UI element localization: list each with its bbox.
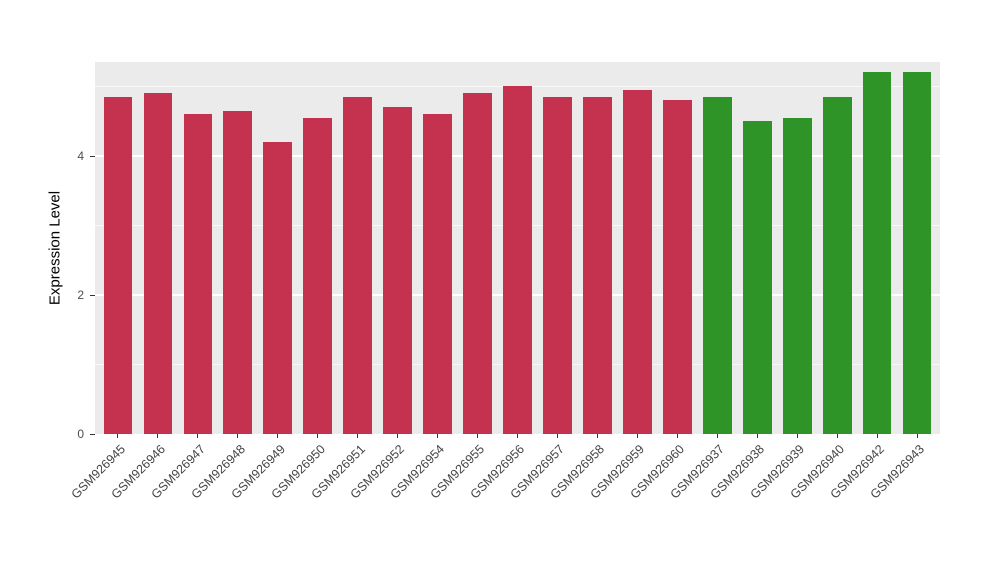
bar-GSM926946 <box>143 93 173 434</box>
bar-GSM926943 <box>902 72 932 434</box>
bar-GSM926948 <box>223 110 253 434</box>
bar-column <box>537 62 577 434</box>
bar-GSM926954 <box>423 114 452 434</box>
bars-container <box>95 62 940 434</box>
bar-column <box>178 62 218 434</box>
gridline-minor <box>95 85 940 87</box>
y-tick-mark <box>90 434 95 435</box>
x-tick-mark <box>556 434 558 438</box>
bar-GSM926957 <box>543 96 572 434</box>
bar-column <box>777 62 817 434</box>
bar-column <box>737 62 777 434</box>
bar-GSM926942 <box>862 72 892 434</box>
x-tick-mark <box>796 434 798 438</box>
x-tick-mark <box>317 434 319 438</box>
x-tick-mark <box>357 434 359 438</box>
bar-GSM926940 <box>822 96 852 434</box>
bar-column <box>577 62 617 434</box>
bar-column <box>98 62 138 434</box>
x-tick-mark <box>916 434 918 438</box>
y-tick-label: 4 <box>77 148 84 163</box>
x-tick-mark <box>716 434 718 438</box>
y-tick-label: 0 <box>77 427 84 441</box>
bar-GSM926938 <box>742 121 772 434</box>
y-tick-label: 2 <box>77 287 84 302</box>
x-tick-mark <box>437 434 439 438</box>
bar-column <box>617 62 657 434</box>
plot-panel <box>95 62 940 434</box>
x-tick-mark <box>756 434 758 438</box>
bar-GSM926947 <box>183 114 213 434</box>
bar-GSM926952 <box>383 107 413 434</box>
x-tick-mark <box>397 434 399 438</box>
x-tick-mark <box>117 434 119 438</box>
bar-column <box>857 62 897 434</box>
bar-column <box>817 62 857 434</box>
bar-column <box>258 62 298 434</box>
x-tick-mark <box>277 434 279 438</box>
bar-column <box>378 62 418 434</box>
bar-column <box>498 62 538 434</box>
bar-GSM926956 <box>503 86 532 434</box>
bar-column <box>418 62 458 434</box>
x-tick-mark <box>197 434 199 438</box>
bar-GSM926950 <box>303 117 333 434</box>
bar-GSM926955 <box>463 93 492 434</box>
x-tick-mark <box>596 434 598 438</box>
bar-column <box>458 62 498 434</box>
bar-column <box>138 62 178 434</box>
bar-column <box>298 62 338 434</box>
x-tick-mark <box>517 434 518 438</box>
bar-column <box>897 62 937 434</box>
x-tick-mark <box>477 434 479 438</box>
x-tick-mark <box>636 434 638 438</box>
y-tick-mark <box>90 155 95 157</box>
bar-GSM926945 <box>103 96 133 434</box>
bar-GSM926939 <box>782 117 812 434</box>
x-tick-mark <box>157 434 159 438</box>
y-tick-mark <box>90 294 95 296</box>
bar-column <box>218 62 258 434</box>
x-tick-mark <box>237 434 239 438</box>
bar-GSM926949 <box>263 141 293 434</box>
bar-GSM926960 <box>662 100 692 434</box>
bar-column <box>697 62 737 434</box>
x-axis-labels: GSM926945 GSM926946 GSM926947 GSM926948 GSM9… <box>68 434 940 574</box>
bar-GSM926937 <box>702 96 732 434</box>
bar-GSM926958 <box>583 96 612 434</box>
x-tick-mark <box>836 434 838 438</box>
bar-column <box>338 62 378 434</box>
bar-column <box>657 62 697 434</box>
x-tick-mark <box>876 434 878 438</box>
bar-GSM926951 <box>343 96 373 434</box>
x-tick-mark <box>676 434 678 438</box>
bar-GSM926959 <box>622 89 652 434</box>
